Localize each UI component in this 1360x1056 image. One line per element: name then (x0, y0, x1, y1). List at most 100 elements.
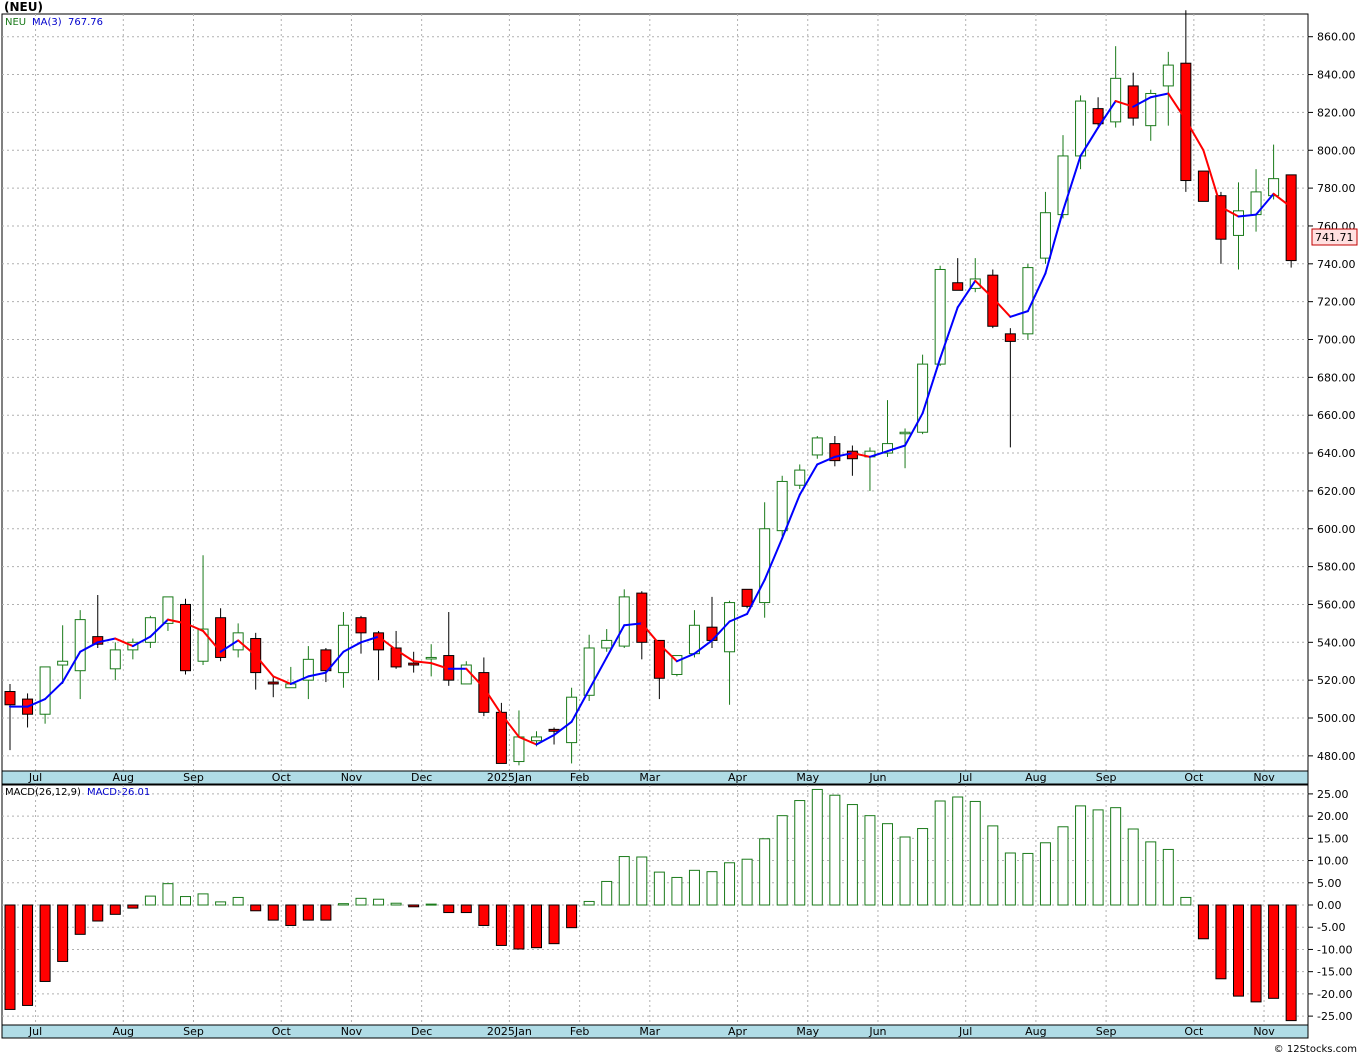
price-x-tick-label: Apr (728, 771, 748, 784)
ma3-line-segment (114, 637, 134, 648)
symbol-title: (NEU) (4, 0, 43, 14)
macd-bar-positive (162, 883, 174, 906)
macd-bar-positive (899, 836, 911, 906)
price-candle (1197, 170, 1209, 202)
price-candle (952, 258, 964, 291)
macd-tick-label: 15.00 (1317, 832, 1349, 845)
price-candle (741, 588, 753, 609)
macd-x-tick-label: Feb (570, 1025, 589, 1038)
macd-tick-label: -10.00 (1317, 943, 1352, 956)
ma3-line-segment (184, 622, 205, 632)
macd-bar-positive (759, 838, 771, 906)
candle-body-up (759, 528, 771, 604)
macd-bar-positive (355, 897, 367, 906)
macd-bar-positive (811, 788, 823, 906)
price-x-tick-label: Sep (1096, 771, 1117, 784)
macd-bar-positive (671, 876, 683, 906)
ma3-line-segment (237, 639, 257, 657)
macd-bar-negative (513, 904, 525, 950)
candle-body-up (583, 647, 595, 696)
candle-body-down (1127, 85, 1139, 119)
price-tick-label: 620.00 (1317, 485, 1356, 498)
macd-tick-label: 10.00 (1317, 855, 1349, 868)
price-tick-label: 560.00 (1317, 598, 1356, 611)
ma3-line-segment (96, 637, 117, 644)
price-x-tick-label: Oct (1184, 771, 1204, 784)
ma3-line-segment (289, 675, 310, 685)
candle-body-up (162, 596, 174, 624)
macd-x-tick-label: Jun (868, 1025, 886, 1038)
price-candle (162, 596, 174, 631)
price-candle (776, 475, 788, 537)
ma3-line-segment (588, 656, 608, 691)
macd-bar-negative (548, 904, 560, 945)
macd-date-axis-bar (1, 1024, 1309, 1039)
macd-x-tick-label: Oct (272, 1025, 292, 1038)
price-candle (197, 555, 209, 666)
price-candle (794, 464, 806, 490)
macd-x-tick-label: Jul (958, 1025, 972, 1038)
price-candle (39, 666, 51, 724)
ma3-line-segment (465, 667, 485, 689)
ma3-line-segment (605, 624, 626, 659)
macd-x-tick-label: Dec (411, 1025, 432, 1038)
macd-bar-positive (180, 896, 191, 906)
price-candle (1004, 328, 1016, 448)
price-candle (811, 436, 823, 459)
ma3-line-segment (61, 650, 82, 684)
macd-x-tick-label: Nov (341, 1025, 363, 1038)
price-x-tick-label: Sep (183, 771, 204, 784)
candle-body-down (478, 672, 490, 713)
macd-bar-negative (92, 904, 104, 922)
ma3-line-segment (377, 635, 398, 651)
ma3-line-segment (482, 686, 503, 716)
price-x-tick-label: Oct (272, 771, 292, 784)
ma3-line-segment (1044, 209, 1064, 275)
candle-body-down (355, 617, 367, 634)
macd-bar-negative (250, 904, 262, 912)
macd-bar-positive (618, 856, 630, 906)
ma3-line-segment (219, 639, 240, 653)
price-candle (109, 642, 121, 681)
ma3-line-segment (1097, 100, 1117, 129)
ma3-line-segment (1219, 206, 1240, 218)
candle-body-up (1162, 64, 1174, 87)
ma3-line-segment (868, 450, 889, 458)
price-candle (425, 644, 437, 677)
candle-body-down (373, 632, 385, 651)
macd-bar-negative (74, 904, 86, 935)
candle-body-up (1145, 92, 1157, 127)
ma3-line-segment (412, 660, 433, 665)
macd-bar-negative (566, 904, 578, 929)
price-panel: 480.00 500.00 520.00 540.00 560.00 580.00 600.… (1, 0, 1358, 785)
price-candle (934, 265, 946, 367)
macd-tick-label: -15.00 (1317, 966, 1352, 979)
macd-bar-positive (1145, 841, 1157, 906)
macd-bar-positive (601, 880, 613, 906)
price-tick-label: 580.00 (1317, 561, 1356, 574)
macd-bar-negative (57, 904, 69, 962)
candle-body-down (215, 617, 227, 658)
candle-body-up (513, 736, 525, 763)
macd-bar-positive (1057, 826, 1069, 906)
price-candle (57, 625, 69, 684)
candle-body-down (267, 681, 279, 685)
price-candle (1162, 51, 1174, 126)
macd-bar-positive (636, 856, 648, 906)
price-candle (495, 702, 507, 764)
macd-x-tick-label: Oct (1184, 1025, 1204, 1038)
macd-bar-negative (22, 904, 34, 1006)
ma3-line-segment (833, 452, 854, 458)
macd-bar-negative (1285, 904, 1297, 1022)
price-candle (180, 598, 191, 675)
macd-bar-negative (478, 904, 490, 926)
candle-body-down (548, 728, 560, 732)
candle-body-down (952, 282, 964, 291)
candle-body-up (882, 443, 893, 454)
macd-bar-positive (706, 871, 718, 906)
ma3-line-segment (1255, 192, 1275, 216)
macd-bar-positive (1180, 896, 1192, 906)
price-tick-label: 640.00 (1317, 447, 1356, 460)
ma3-line-segment (360, 635, 380, 644)
price-x-tick-label: 2025Jan (487, 771, 532, 784)
